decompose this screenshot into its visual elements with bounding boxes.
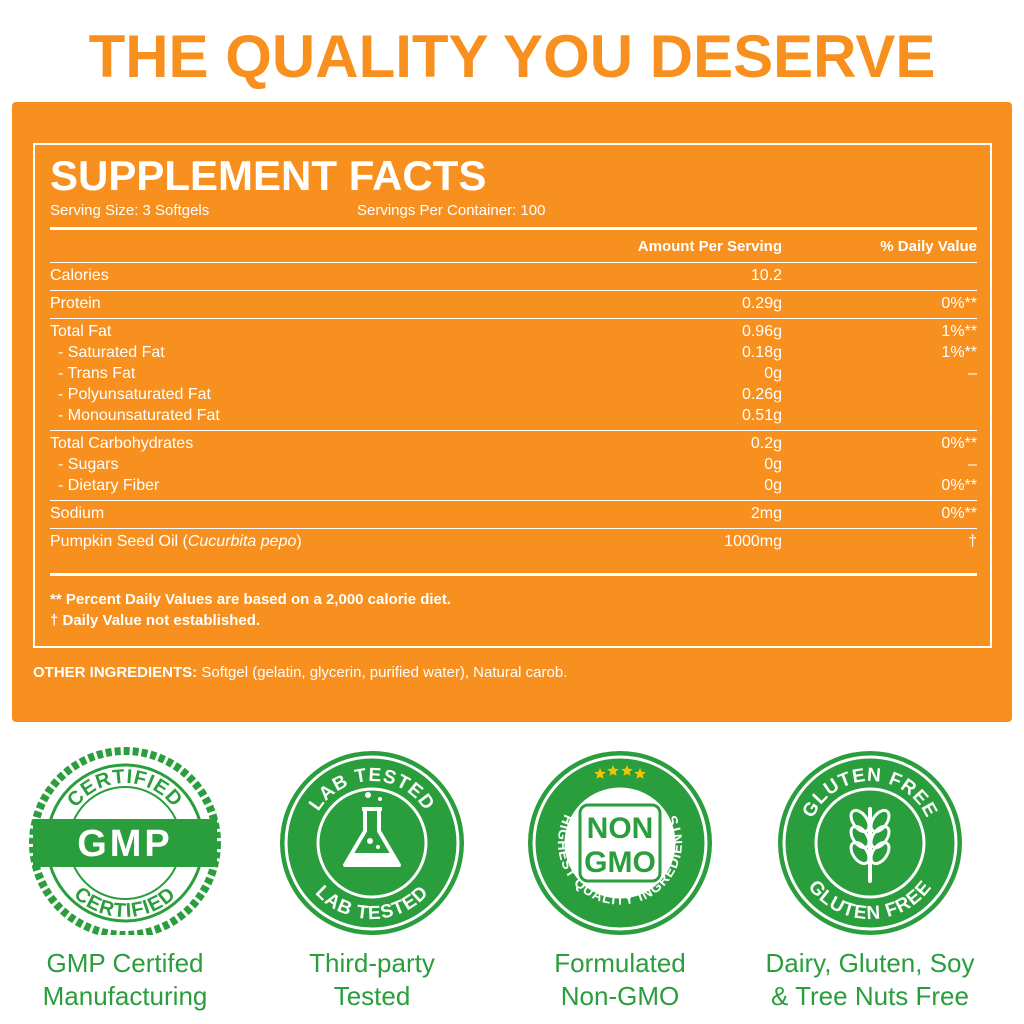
star xyxy=(607,765,619,776)
servings-per-container: Servings Per Container: 100 xyxy=(357,202,546,219)
footnote: ** Percent Daily Values are based on a 2… xyxy=(50,591,452,608)
divider xyxy=(50,528,977,529)
daily-value: 0%** xyxy=(941,505,977,522)
badge-ring xyxy=(284,755,460,931)
star xyxy=(621,765,633,776)
name-part: ) xyxy=(296,533,302,550)
bubble xyxy=(378,797,382,801)
other-ingredients-label: OTHER INGREDIENTS: xyxy=(33,664,198,681)
badge-ring xyxy=(316,787,428,899)
divider xyxy=(50,573,977,576)
badge-ring xyxy=(782,755,958,931)
facts-panel xyxy=(12,102,1012,722)
wheat-grain xyxy=(849,824,871,850)
badge-caption: Dairy, Gluten, Soy xyxy=(765,948,975,978)
flask-liquid xyxy=(346,853,398,865)
amount: 0.26g xyxy=(741,386,782,403)
amount: 0g xyxy=(764,477,782,494)
page-title: THE QUALITY YOU DESERVE xyxy=(88,23,936,90)
column-header: Amount Per Serving xyxy=(637,238,782,255)
badge-caption: Formulated xyxy=(554,948,686,978)
amount: 0.96g xyxy=(741,323,782,340)
divider xyxy=(50,318,977,319)
amount: 0.29g xyxy=(741,295,782,312)
badge-caption: Third-party xyxy=(309,948,435,978)
badge-caption: Manufacturing xyxy=(42,981,208,1011)
nutrient-name: Sodium xyxy=(50,505,105,522)
name-part: Cucurbita pepo xyxy=(187,533,297,550)
badge-caption: & Tree Nuts Free xyxy=(771,981,969,1011)
amount: 0g xyxy=(764,365,782,382)
other-ingredients-text: Softgel (gelatin, glycerin, purified wat… xyxy=(201,664,568,681)
facts-title: SUPPLEMENT FACTS xyxy=(50,152,487,199)
daily-value: 0%** xyxy=(941,435,977,452)
facts-box xyxy=(33,143,992,648)
badge-center: GMP xyxy=(77,823,173,865)
divider xyxy=(50,500,977,501)
badge-caption: GMP Certifed xyxy=(46,948,204,978)
nutrient-name: - Dietary Fiber xyxy=(58,477,160,494)
badge-center: GMO xyxy=(584,846,656,879)
divider xyxy=(50,262,977,263)
amount: 0g xyxy=(764,456,782,473)
divider xyxy=(50,290,977,291)
badge-caption: Non-GMO xyxy=(560,981,680,1011)
divider xyxy=(50,430,977,431)
wheat-grain xyxy=(869,824,891,850)
daily-value: – xyxy=(968,456,977,473)
badge-ring xyxy=(532,755,708,931)
other-ingredients: OTHER INGREDIENTS: Softgel (gelatin, gly… xyxy=(33,664,567,681)
nutrient-name: Total Carbohydrates xyxy=(50,435,194,452)
bubble xyxy=(376,845,380,849)
nutrient-name: Calories xyxy=(50,267,109,284)
amount: 10.2 xyxy=(750,267,782,284)
name-part: Pumpkin Seed Oil ( xyxy=(50,533,188,550)
daily-value: † xyxy=(968,533,977,550)
daily-value: 0%** xyxy=(941,295,977,312)
nutrient-name: Total Fat xyxy=(50,323,112,340)
badge-banner xyxy=(33,819,217,867)
wheat-grain xyxy=(849,840,871,866)
star xyxy=(634,768,646,779)
wheat-grain xyxy=(869,808,891,834)
divider xyxy=(50,227,977,230)
daily-value: – xyxy=(968,365,977,382)
nutrient-name: - Sugars xyxy=(58,456,119,473)
nutrient-name: - Polyunsaturated Fat xyxy=(58,386,211,403)
wheat-grain xyxy=(849,808,871,834)
bubble xyxy=(367,838,373,844)
footnote: † Daily Value not established. xyxy=(50,612,261,629)
nutrient-name: - Trans Fat xyxy=(58,365,136,382)
amount: 1000mg xyxy=(724,533,782,550)
amount: 0.18g xyxy=(741,344,782,361)
nutrient-name: Protein xyxy=(50,295,101,312)
badge-ring xyxy=(814,787,926,899)
column-header: % Daily Value xyxy=(880,238,977,255)
daily-value: 0%** xyxy=(941,477,977,494)
serving-size: Serving Size: 3 Softgels xyxy=(50,202,210,219)
daily-value: 1%** xyxy=(941,323,977,340)
badge-caption: Tested xyxy=(333,981,411,1011)
nutrient-name: Pumpkin Seed Oil (Cucurbita pepo) xyxy=(50,532,302,552)
badge-center: NON xyxy=(587,812,654,845)
nutrient-name: - Saturated Fat xyxy=(58,344,165,361)
wheat-grain xyxy=(869,840,891,866)
badge-center-box xyxy=(578,803,662,883)
amount: 2mg xyxy=(750,505,782,522)
amount: 0.2g xyxy=(750,435,782,452)
daily-value: 1%** xyxy=(941,344,977,361)
star xyxy=(594,768,606,779)
badge-ring xyxy=(564,787,676,899)
nutrient-name: - Monounsaturated Fat xyxy=(58,407,220,424)
amount: 0.51g xyxy=(741,407,782,424)
bubble xyxy=(365,792,371,798)
